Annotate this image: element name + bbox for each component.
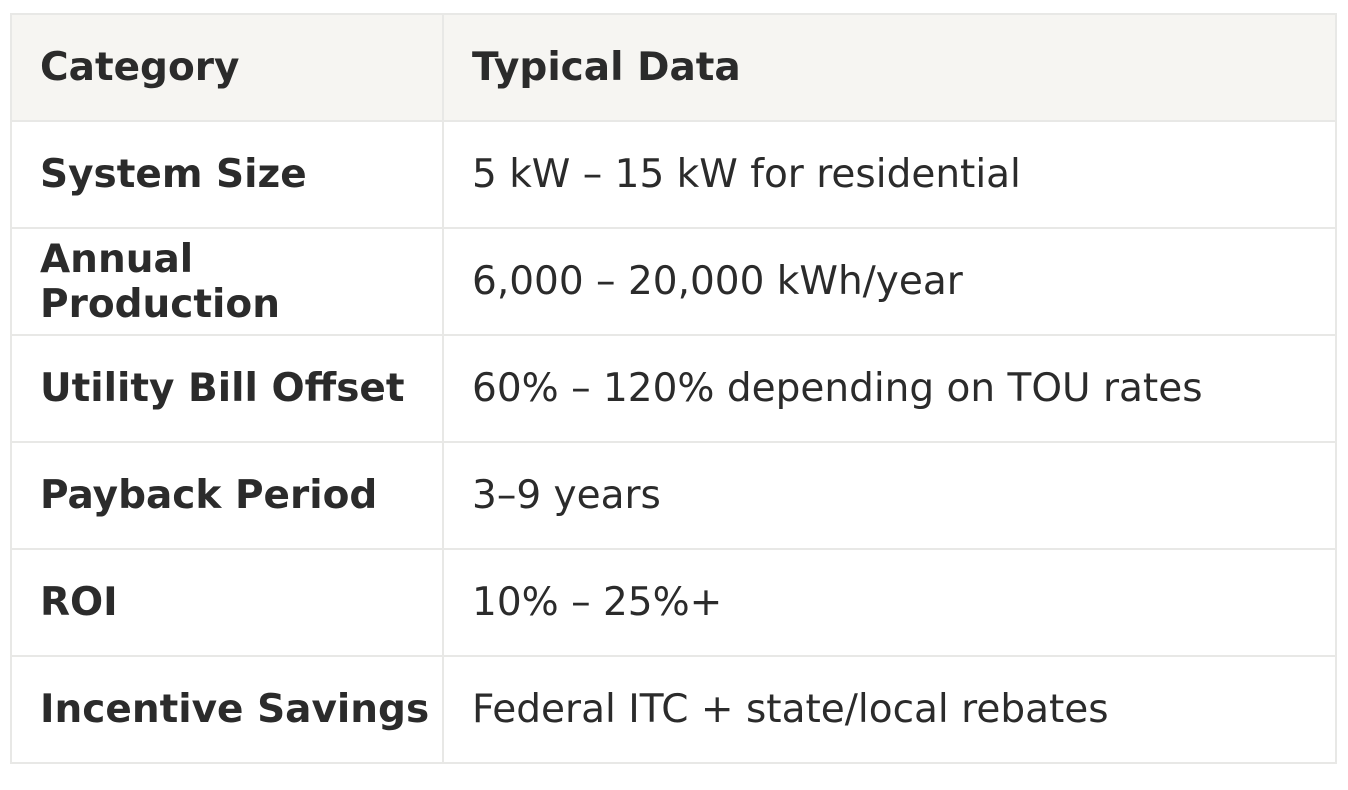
table-row: Payback Period 3–9 years <box>10 441 1337 550</box>
category-cell: ROI <box>10 548 444 657</box>
value-cell: 60% – 120% depending on TOU rates <box>442 334 1337 443</box>
table-body: System Size 5 kW – 15 kW for residential A… <box>10 120 1337 764</box>
header-cell: Category <box>10 13 444 122</box>
value-cell: 10% – 25%+ <box>442 548 1337 657</box>
value-cell: 5 kW – 15 kW for residential <box>442 120 1337 229</box>
table-row: ROI 10% – 25%+ <box>10 548 1337 657</box>
value-cell: 3–9 years <box>442 441 1337 550</box>
category-cell: Payback Period <box>10 441 444 550</box>
table-row: Utility Bill Offset 60% – 120% depending … <box>10 334 1337 443</box>
category-cell: Annual Production <box>10 227 444 336</box>
category-cell: Incentive Savings <box>10 655 444 764</box>
table-row: Incentive Savings Federal ITC + state/loc… <box>10 655 1337 764</box>
value-cell: Federal ITC + state/local rebates <box>442 655 1337 764</box>
table-row: Annual Production 6,000 – 20,000 kWh/year <box>10 227 1337 336</box>
category-cell: System Size <box>10 120 444 229</box>
header-cell: Typical Data <box>442 13 1337 122</box>
table-row: System Size 5 kW – 15 kW for residential <box>10 120 1337 229</box>
category-cell: Utility Bill Offset <box>10 334 444 443</box>
header-row: Category Typical Data <box>10 13 1337 122</box>
value-cell: 6,000 – 20,000 kWh/year <box>442 227 1337 336</box>
data-table: Category Typical Data System Size 5 kW – … <box>10 13 1337 764</box>
